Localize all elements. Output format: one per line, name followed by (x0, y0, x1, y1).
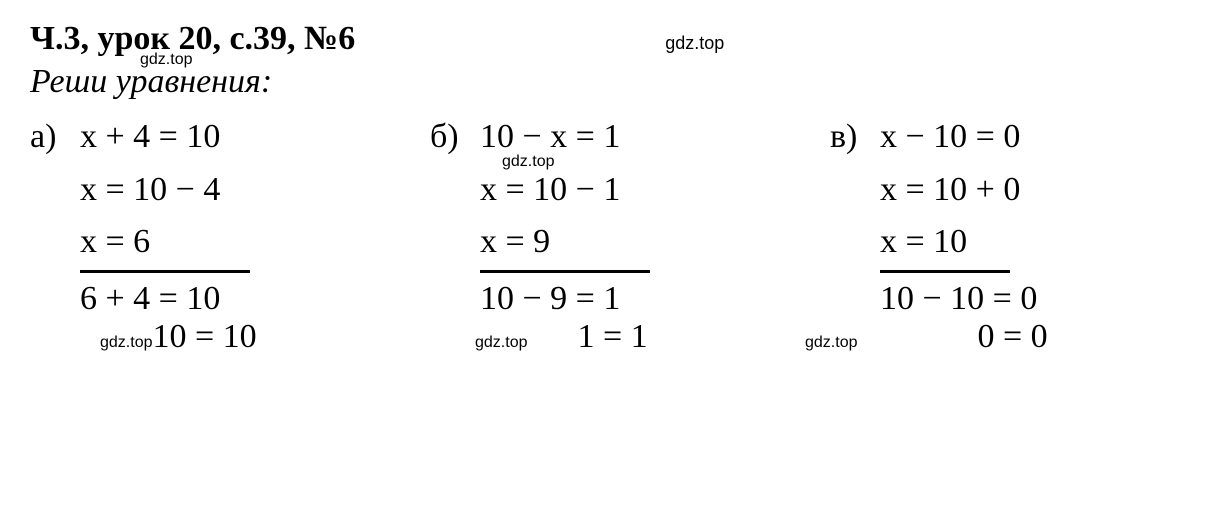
col-a-line3: x = 6 (80, 216, 250, 273)
col-a-label: а) (30, 111, 80, 164)
equation-columns: а) x + 4 = 10 x = 10 − 4 x = 6 6 + 4 = 1… (30, 111, 1196, 326)
col-a-line1: x + 4 = 10 (80, 111, 220, 164)
watermark-bottom-a: gdz.top (100, 334, 152, 352)
col-a-line2: x = 10 − 4 (80, 164, 220, 217)
watermark-bottom-c: gdz.top (805, 334, 857, 352)
col-b-line3: x = 9 (480, 216, 650, 273)
watermark-mid-b: gdz.top (502, 153, 554, 171)
col-c-line4: 10 − 10 = 0 (880, 273, 1037, 326)
col-a-line4: 6 + 4 = 10 (80, 273, 220, 326)
column-c: в) x − 10 = 0 x = 10 + 0 x = 10 10 − 10 … (830, 111, 1150, 326)
watermark-subtitle: gdz.top (140, 51, 192, 69)
page-title: Ч.3, урок 20, с.39, №6 (30, 20, 355, 58)
col-c-line1: x − 10 = 0 (880, 111, 1020, 164)
col-b-line4: 10 − 9 = 1 (480, 273, 620, 326)
col-b-label: б) (430, 111, 480, 164)
col-c-line3: x = 10 (880, 216, 1010, 273)
col-c-label: в) (830, 111, 880, 164)
watermark-bottom-b: gdz.top (475, 334, 527, 352)
column-a: а) x + 4 = 10 x = 10 − 4 x = 6 6 + 4 = 1… (30, 111, 350, 326)
col-b-line2: x = 10 − 1 (480, 164, 620, 217)
subtitle-container: gdz.top Реши уравнения: (30, 63, 1196, 101)
col-c-line2: x = 10 + 0 (880, 164, 1020, 217)
watermark-top: gdz.top (665, 33, 724, 54)
column-b: б) 10 − x = 1 gdz.top x = 10 − 1 x = 9 1… (430, 111, 750, 326)
